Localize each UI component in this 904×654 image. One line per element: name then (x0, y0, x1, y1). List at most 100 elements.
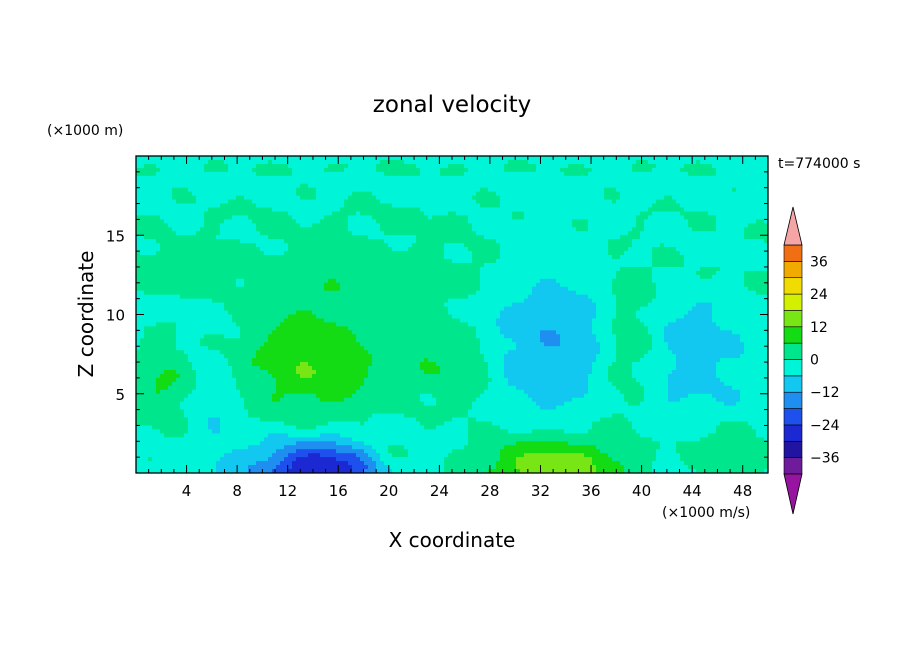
field-cell (380, 203, 385, 209)
field-cell (492, 207, 497, 213)
field-cell (484, 274, 489, 280)
field-cell (416, 171, 421, 177)
field-cell (428, 175, 433, 181)
field-cell (468, 223, 473, 228)
field-cell (204, 211, 209, 217)
field-cell (268, 175, 273, 181)
field-cell (304, 223, 309, 228)
field-cell (236, 270, 241, 276)
field-cell (520, 247, 525, 252)
field-cell (328, 266, 333, 272)
field-cell (668, 251, 673, 256)
field-cell (764, 227, 768, 232)
field-cell (544, 175, 549, 181)
field-cell (756, 203, 761, 209)
field-cell (140, 175, 145, 181)
field-cell (588, 175, 593, 181)
field-cell (164, 235, 169, 240)
field-cell (656, 156, 661, 161)
field-cell (252, 278, 257, 284)
field-cell (192, 239, 197, 244)
field-cell (704, 183, 709, 189)
field-cell (140, 171, 145, 177)
field-cell (272, 243, 277, 248)
field-cell (612, 203, 617, 209)
field-cell (160, 219, 165, 224)
field-cell (320, 191, 325, 197)
field-cell (332, 191, 337, 197)
field-cell (616, 255, 621, 260)
field-cell (656, 191, 661, 197)
field-cell (236, 203, 241, 209)
field-cell (364, 199, 369, 205)
field-cell (208, 215, 213, 220)
field-cell (704, 235, 709, 240)
field-cell (556, 262, 561, 268)
field-cell (620, 171, 625, 177)
field-cell (536, 167, 541, 173)
field-cell (420, 243, 425, 248)
field-cell (228, 227, 233, 232)
field-cell (660, 266, 665, 272)
field-cell (240, 191, 245, 197)
field-cell (504, 278, 509, 284)
field-cell (740, 171, 745, 177)
field-cell (724, 239, 729, 244)
field-cell (708, 239, 713, 244)
field-cell (260, 191, 265, 197)
field-cell (528, 251, 533, 256)
field-cell (384, 171, 389, 177)
field-cell (492, 251, 497, 256)
field-cell (532, 259, 537, 264)
field-cell (300, 278, 305, 284)
field-cell (732, 266, 737, 272)
field-cell (344, 203, 349, 209)
field-cell (576, 187, 581, 193)
field-cell (360, 199, 365, 205)
field-cell (248, 251, 253, 256)
field-cell (556, 274, 561, 280)
field-cell (628, 163, 633, 169)
field-cell (240, 171, 245, 177)
field-cell (728, 219, 733, 224)
field-cell (444, 207, 449, 213)
field-cell (576, 239, 581, 244)
field-cell (536, 231, 541, 236)
field-cell (404, 223, 409, 228)
field-cell (364, 255, 369, 260)
field-cell (712, 227, 717, 232)
field-cell (476, 171, 481, 177)
field-cell (744, 191, 749, 197)
field-cell (668, 171, 673, 177)
field-cell (372, 171, 377, 177)
field-cell (700, 243, 705, 248)
field-cell (760, 211, 765, 217)
field-cell (432, 255, 437, 260)
field-cell (184, 270, 189, 276)
field-cell (216, 175, 221, 181)
field-cell (268, 207, 273, 213)
field-cell (552, 167, 557, 173)
field-cell (140, 223, 145, 228)
field-cell (644, 199, 649, 205)
field-cell (352, 243, 357, 248)
field-cell (216, 259, 221, 264)
field-cell (236, 235, 241, 240)
field-cell (296, 171, 301, 177)
field-cell (712, 183, 717, 189)
field-cell (648, 159, 653, 165)
field-cell (584, 191, 589, 197)
field-cell (296, 266, 301, 272)
field-cell (492, 187, 497, 193)
field-cell (752, 270, 757, 276)
field-cell (220, 167, 225, 173)
field-cell (584, 203, 589, 209)
field-cell (568, 187, 573, 193)
field-cell (408, 278, 413, 284)
field-cell (476, 191, 481, 197)
field-cell (144, 195, 149, 201)
field-cell (460, 243, 465, 248)
field-cell (212, 215, 217, 220)
field-cell (388, 262, 393, 268)
field-cell (720, 259, 725, 264)
